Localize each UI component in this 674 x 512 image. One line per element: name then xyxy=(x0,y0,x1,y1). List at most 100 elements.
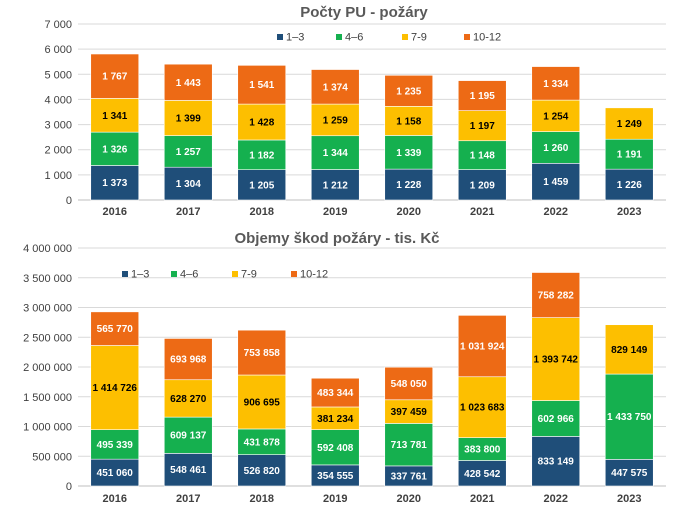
data-label: 1 191 xyxy=(617,150,642,161)
bar-segment xyxy=(237,428,287,455)
bar-segment xyxy=(237,103,287,141)
y-tick-label: 2 500 000 xyxy=(23,332,72,344)
y-tick-label: 1 500 000 xyxy=(23,392,72,404)
x-tick-label: 2019 xyxy=(323,493,347,505)
y-tick-label: 4 000 xyxy=(44,94,72,106)
data-label: 431 878 xyxy=(244,437,281,448)
x-tick-label: 2019 xyxy=(323,206,347,218)
data-label: 713 781 xyxy=(391,440,428,451)
data-label: 354 555 xyxy=(317,471,354,482)
data-label: 1 393 742 xyxy=(534,355,579,366)
y-tick-label: 500 000 xyxy=(32,451,72,463)
data-label: 381 234 xyxy=(317,414,354,425)
bar-segment xyxy=(90,458,140,487)
data-label: 1 459 xyxy=(543,177,568,188)
bar-segment xyxy=(604,138,654,170)
data-label: 753 858 xyxy=(244,348,281,359)
legend-swatch xyxy=(464,34,470,40)
data-label: 1 023 683 xyxy=(460,403,505,414)
y-tick-label: 2 000 xyxy=(44,145,72,157)
bar-segment xyxy=(604,324,654,375)
data-label: 1 374 xyxy=(323,82,348,93)
data-label: 337 761 xyxy=(391,471,428,482)
data-label: 1 414 726 xyxy=(93,383,138,394)
data-label: 483 344 xyxy=(317,388,354,399)
data-label: 1 541 xyxy=(249,80,274,91)
legend-label: 1–3 xyxy=(131,269,149,281)
data-label: 1 195 xyxy=(470,91,495,102)
bar-segment xyxy=(163,63,213,101)
bar-segment xyxy=(457,460,507,487)
x-tick-label: 2020 xyxy=(397,206,421,218)
bar-segment xyxy=(604,373,654,460)
bar-segment xyxy=(237,374,287,430)
data-label: 1 205 xyxy=(249,180,274,191)
bar-segment xyxy=(90,345,140,430)
legend-swatch xyxy=(122,271,128,277)
y-tick-label: 1 000 000 xyxy=(23,422,72,434)
bar-segment xyxy=(604,168,654,201)
y-tick-label: 1 000 xyxy=(44,170,72,182)
legend-label: 7-9 xyxy=(411,32,427,44)
legend-swatch xyxy=(291,271,297,277)
data-label: 1 235 xyxy=(396,86,421,97)
bar-segment xyxy=(457,315,507,378)
data-label: 447 575 xyxy=(611,468,648,479)
data-label: 526 820 xyxy=(244,466,281,477)
bar-segment xyxy=(163,416,213,454)
x-tick-label: 2018 xyxy=(250,493,274,505)
y-tick-label: 7 000 xyxy=(44,19,72,31)
bar-segment xyxy=(384,168,434,201)
y-tick-label: 6 000 xyxy=(44,44,72,56)
data-label: 592 408 xyxy=(317,443,354,454)
x-tick-label: 2023 xyxy=(617,206,641,218)
bar-segment xyxy=(604,107,654,140)
bar-segment xyxy=(531,400,581,437)
data-label: 1 399 xyxy=(176,114,201,125)
chart-counts: Počty PU - požáry 0 1 000 2 000 3 000 4 000 5… xyxy=(44,4,666,218)
bar-segment xyxy=(384,135,434,170)
data-label: 548 461 xyxy=(170,465,207,476)
data-label: 1 031 924 xyxy=(460,342,505,353)
x-tick-label: 2017 xyxy=(176,206,200,218)
bar-segment xyxy=(237,169,287,201)
data-label: 1 373 xyxy=(102,178,127,189)
bar-segment xyxy=(531,163,581,201)
bar-segment xyxy=(457,376,507,438)
data-label: 451 060 xyxy=(97,468,134,479)
bar-segment xyxy=(237,139,287,171)
bar-segment xyxy=(384,74,434,107)
y-tick-label: 3 500 000 xyxy=(23,273,72,285)
bar-segment xyxy=(310,429,360,466)
x-tick-label: 2017 xyxy=(176,493,200,505)
legend-label: 7-9 xyxy=(241,269,257,281)
bar-segment xyxy=(237,329,287,376)
bar-segment xyxy=(384,366,434,401)
data-label: 1 226 xyxy=(617,180,642,191)
data-label: 1 339 xyxy=(396,148,421,159)
bar-segment xyxy=(163,166,213,201)
legend-label: 10-12 xyxy=(300,269,328,281)
bar-segment xyxy=(531,317,581,401)
bar-segment xyxy=(310,377,360,408)
data-label: 1 334 xyxy=(543,79,568,90)
legend-swatch xyxy=(232,271,238,277)
bar-segment xyxy=(310,169,360,201)
y-tick-label: 2 000 000 xyxy=(23,362,72,374)
data-label: 1 148 xyxy=(470,151,495,162)
chart-title: Objemy škod požáry - tis. Kč xyxy=(234,230,439,247)
data-label: 829 149 xyxy=(611,345,648,356)
data-label: 1 341 xyxy=(102,111,127,122)
x-tick-label: 2021 xyxy=(470,206,494,218)
data-label: 565 770 xyxy=(97,324,134,335)
legend-swatch xyxy=(336,34,342,40)
x-tick-label: 2023 xyxy=(617,493,641,505)
x-tick-label: 2022 xyxy=(544,493,568,505)
y-tick-label: 0 xyxy=(66,195,72,207)
data-label: 693 968 xyxy=(170,355,207,366)
legend-label: 4–6 xyxy=(180,269,198,281)
bar-segment xyxy=(90,311,140,346)
y-tick-label: 3 000 000 xyxy=(23,303,72,315)
bar-segment xyxy=(90,98,140,133)
